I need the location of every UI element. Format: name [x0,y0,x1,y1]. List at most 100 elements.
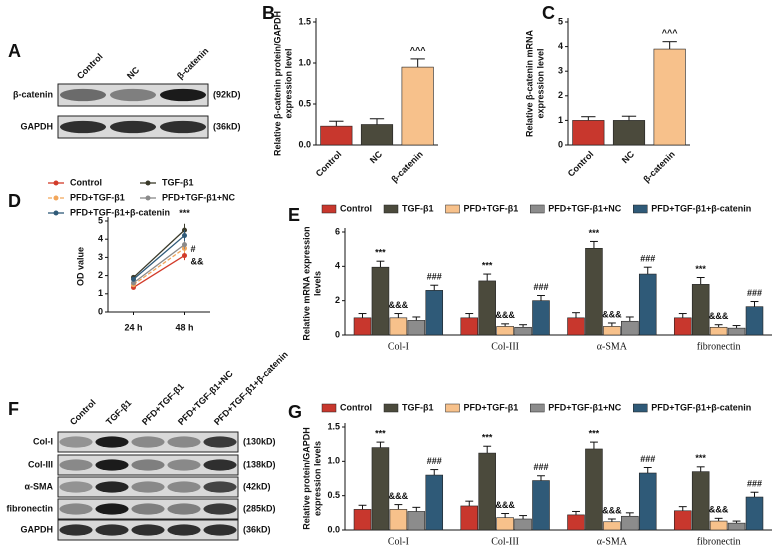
band [167,503,201,515]
blot-strip [57,454,239,476]
point [182,233,187,239]
y-tick-label: 1.5 [327,421,340,431]
series-line [133,235,185,280]
panel-letter: D [8,191,21,211]
legend-swatch [633,403,648,413]
band [59,503,93,515]
bar [727,327,746,336]
legend-label: Control [340,203,372,213]
series-line [133,244,185,284]
band [203,524,237,536]
bar [585,448,603,531]
bar [460,505,479,531]
significance-mark: *** [695,453,706,463]
legend-label: PFD+TGF-β1 [464,402,519,412]
significance-mark: *** [482,260,493,270]
band [95,459,129,471]
x-tick-label: Control [566,149,596,179]
y-tick-label: 5 [558,16,563,26]
significance-mark: && [191,257,204,267]
row-label: Col-III [28,459,53,469]
significance-mark: *** [589,428,600,438]
band [59,481,93,493]
bar [745,496,764,531]
series-line [133,229,185,278]
y-tick-label: 0.0 [298,139,311,149]
band [167,436,201,448]
y-tick-label: 4 [558,41,563,51]
band [95,436,129,448]
y-tick-label: 5 [98,215,103,225]
band [203,503,237,515]
band [131,503,165,515]
lane-label: TGF-β1 [104,398,133,427]
band [131,524,165,536]
y-tick-label: 2 [558,90,563,100]
significance-mark: ### [747,288,762,298]
blot-strip [57,498,239,520]
bar [572,120,605,146]
band [60,120,106,134]
y-axis-label: levels [312,271,322,296]
bar [603,521,621,531]
legend-label: TGF-β1 [402,402,434,412]
significance-mark: &&& [709,311,729,321]
row-label: GAPDH [20,121,53,131]
bar [478,452,496,531]
bar [709,520,728,531]
legend-label: PFD+TGF-β1+NC [162,192,236,202]
bar [320,125,353,146]
row-label: Col-I [33,436,53,446]
significance-mark: &&& [389,300,409,310]
bar [612,120,646,146]
y-axis-label: expression levels [312,441,322,516]
band [167,524,201,536]
legend-swatch [530,204,545,214]
significance-mark: ### [533,462,548,472]
row-size: (36kD) [243,524,271,534]
panel-letter: E [288,205,300,225]
legend-dot [145,195,151,201]
legend-label: PFD+TGF-β1+NC [548,203,622,213]
blot-strip [57,83,209,107]
bar [638,472,657,531]
band [203,459,237,471]
band [95,503,129,515]
y-tick-label: 6 [335,226,340,236]
y-tick-label: 0.5 [327,490,340,500]
x-tick-label: 24 h [124,322,142,332]
bar [478,280,496,336]
y-tick-label: 0 [558,139,563,149]
point [182,253,187,259]
significance-mark: &&& [709,505,729,515]
legend-label: Control [340,402,372,412]
bar [389,509,408,531]
bar [673,510,692,531]
band [110,120,156,134]
bar [691,284,710,336]
lane-label: PFD+TGF-β1+β-catenin [212,349,290,427]
legend-swatch [383,403,399,413]
y-tick-label: 3 [558,66,563,76]
legend-dot [53,210,59,216]
legend-swatch [633,204,648,214]
y-tick-label: 1.0 [327,456,340,466]
bar [460,317,479,336]
legend-label: Control [70,177,102,187]
row-size: (138kD) [243,459,276,469]
lane-label: Control [68,397,98,427]
significance-mark: &&& [389,491,409,501]
y-tick-label: 0.5 [298,98,311,108]
band [110,88,156,102]
bar [532,300,550,336]
legend-dot [53,180,59,186]
bar [638,273,657,336]
bar [653,48,686,146]
x-tick-label: fibronectin [697,341,741,352]
bar [371,447,390,531]
significance-mark: ### [533,282,548,292]
x-tick-label: β-catenin [389,149,424,184]
legend-label: PFD+TGF-β1 [70,192,125,202]
band [59,524,93,536]
